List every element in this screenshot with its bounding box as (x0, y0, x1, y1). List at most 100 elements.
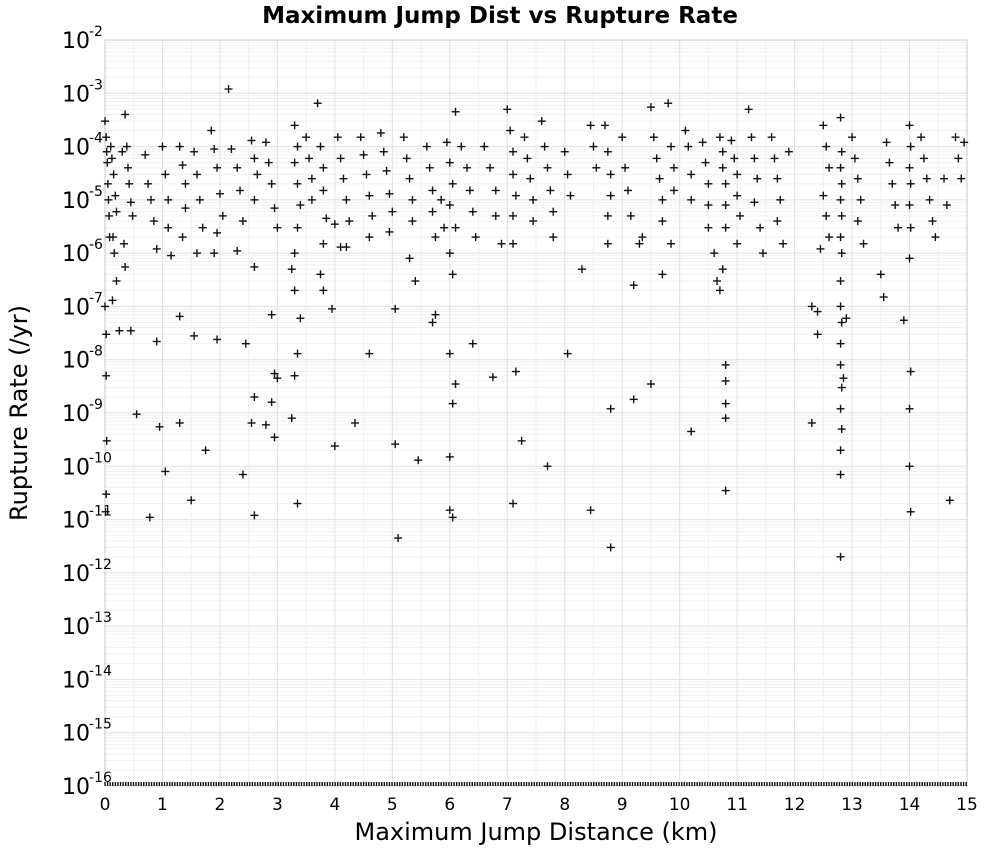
data-point (161, 467, 170, 476)
data-point (658, 217, 667, 226)
data-point (853, 217, 862, 226)
data-point (313, 99, 322, 108)
data-point (368, 211, 377, 220)
data-point (529, 217, 538, 226)
data-point (747, 133, 756, 142)
data-point (756, 223, 765, 232)
data-point (463, 163, 472, 172)
data-point (592, 163, 601, 172)
data-point (646, 380, 655, 389)
data-point (293, 142, 302, 151)
data-point (837, 147, 846, 156)
y-tick-exponent: -6 (89, 237, 103, 253)
data-point (649, 133, 658, 142)
data-point (836, 552, 845, 561)
y-tick-base: 10 (62, 349, 90, 374)
data-point (629, 395, 638, 404)
data-point (125, 179, 134, 188)
data-point (213, 228, 222, 237)
data-point (807, 418, 816, 427)
data-point (122, 142, 131, 151)
data-point (319, 163, 328, 172)
data-point (563, 170, 572, 179)
data-point (425, 163, 434, 172)
data-point (238, 470, 247, 479)
data-point (850, 154, 859, 163)
y-tick-label: 10 -7 (62, 290, 103, 320)
data-point (457, 142, 466, 151)
data-point (175, 142, 184, 151)
data-point (767, 133, 776, 142)
data-point (523, 154, 532, 163)
data-point (264, 158, 273, 167)
data-point (270, 204, 279, 213)
y-tick-label: 10 -2 (62, 24, 103, 54)
data-point (894, 223, 903, 232)
data-point (807, 302, 816, 311)
data-point (704, 179, 713, 188)
data-point (733, 239, 742, 248)
data-point (905, 404, 914, 413)
data-point (146, 195, 155, 204)
data-point (773, 174, 782, 183)
data-point (178, 233, 187, 242)
data-point (721, 399, 730, 408)
data-point (721, 414, 730, 423)
data-point (646, 103, 655, 112)
data-point (491, 186, 500, 195)
x-axis-ticks: 0 1 2 3 4 5 6 7 8 9 10 11 12 13 14 15 (100, 795, 978, 815)
data-point (721, 376, 730, 385)
y-tick-base: 10 (62, 509, 90, 534)
data-point (549, 207, 558, 216)
data-point (626, 211, 635, 220)
data-point (701, 158, 710, 167)
data-point (428, 207, 437, 216)
data-point (293, 179, 302, 188)
data-point (753, 174, 762, 183)
data-point (891, 201, 900, 210)
data-point (848, 133, 857, 142)
data-point (721, 201, 730, 210)
x-tick-label: 7 (502, 795, 513, 815)
data-point (506, 126, 515, 135)
y-tick-base: 10 (62, 136, 90, 161)
data-point (906, 179, 915, 188)
data-point (606, 170, 615, 179)
data-point (951, 133, 960, 142)
data-point (112, 277, 121, 286)
data-point (233, 163, 242, 172)
data-point (520, 133, 529, 142)
data-point (201, 446, 210, 455)
data-point (105, 211, 114, 220)
data-point (414, 456, 423, 465)
data-point (293, 223, 302, 232)
plot-area (104, 39, 968, 787)
data-point (468, 339, 477, 348)
data-point (960, 138, 969, 147)
data-point (684, 142, 693, 151)
data-point (448, 270, 457, 279)
data-point (431, 233, 440, 242)
data-point (362, 170, 371, 179)
data-point (175, 418, 184, 427)
data-point (652, 154, 661, 163)
data-point (750, 154, 759, 163)
data-point (422, 142, 431, 151)
data-point (322, 214, 331, 223)
x-tick-label: 4 (329, 795, 340, 815)
data-point (770, 154, 779, 163)
data-point (442, 138, 451, 147)
data-point (715, 286, 724, 295)
data-point (704, 201, 713, 210)
data-point (296, 314, 305, 323)
data-point (905, 254, 914, 263)
data-point (342, 195, 351, 204)
data-point (836, 339, 845, 348)
data-point (586, 506, 595, 515)
data-point (155, 422, 164, 431)
data-point (102, 330, 111, 339)
data-point (109, 233, 118, 242)
data-point (428, 186, 437, 195)
data-point (509, 211, 518, 220)
y-tick-base: 10 (62, 668, 90, 693)
